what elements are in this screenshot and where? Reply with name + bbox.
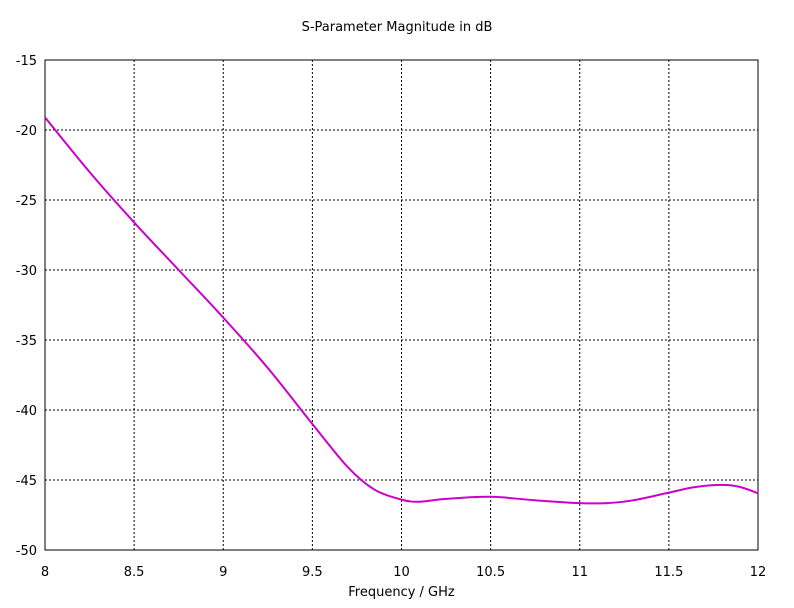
y-tick-label: -45 xyxy=(16,474,37,489)
x-tick-label: 8 xyxy=(41,565,49,580)
y-tick-label: -50 xyxy=(16,544,37,559)
y-tick-label: -35 xyxy=(16,334,37,349)
plot-frame xyxy=(44,59,759,551)
y-tick-label: -25 xyxy=(16,194,37,209)
x-tick-label: 9.5 xyxy=(302,565,323,580)
x-tick-label: 11.5 xyxy=(654,565,683,580)
series-line-0 xyxy=(44,116,759,505)
x-tick-labels: 8 8.5 9 9.5 10 10.5 11 11.5 12 xyxy=(41,565,766,580)
x-tick-label: 8.5 xyxy=(124,565,145,580)
grid-lines xyxy=(45,60,758,550)
y-tick-labels: -15 -20 -25 -30 -35 -40 -45 -50 xyxy=(16,54,37,559)
y-tick-label: -15 xyxy=(16,54,37,69)
x-axis-label: Frequency / GHz xyxy=(348,585,455,600)
x-tick-label: 10 xyxy=(393,565,410,580)
y-tick-label: -30 xyxy=(16,264,37,279)
chart-title: S-Parameter Magnitude in dB xyxy=(301,20,493,35)
x-tick-label: 12 xyxy=(750,565,767,580)
x-tick-label: 10.5 xyxy=(476,565,505,580)
x-tick-label: 9 xyxy=(219,565,227,580)
y-tick-label: -20 xyxy=(16,124,37,139)
series-group xyxy=(44,116,759,505)
x-tick-label: 11 xyxy=(571,565,588,580)
y-tick-label: -40 xyxy=(16,404,37,419)
